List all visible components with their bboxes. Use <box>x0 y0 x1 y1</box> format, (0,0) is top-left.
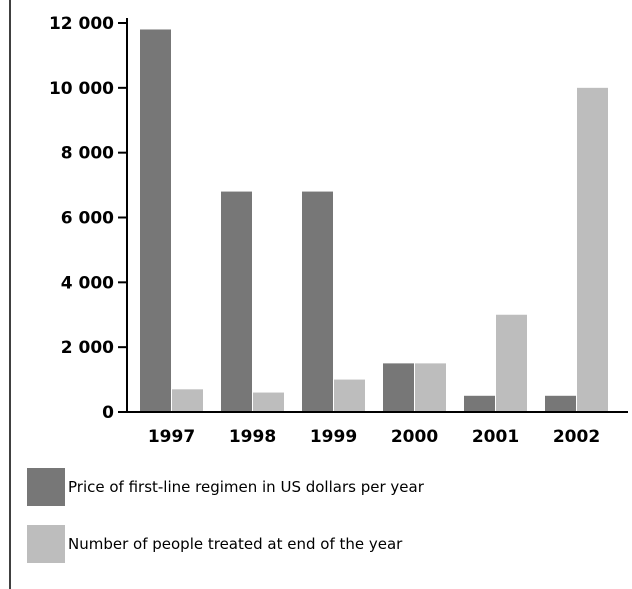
bar-people-treated-2002 <box>577 87 608 412</box>
x-tick-label: 2000 <box>391 427 438 447</box>
x-tick-label: 2001 <box>472 427 519 447</box>
bar-people-treated-2000 <box>415 363 446 412</box>
legend-swatch <box>27 468 65 506</box>
bar-people-treated-1998 <box>253 392 284 412</box>
y-tick-label: 12 000 <box>49 14 114 34</box>
x-tick-label: 1999 <box>310 427 357 447</box>
bar-price-1999 <box>302 191 333 412</box>
legend-swatch <box>27 525 65 563</box>
bar-price-2002 <box>545 395 576 412</box>
bar-price-1998 <box>221 191 252 412</box>
y-axis-ticks: 0 2 000 4 000 6 000 8 000 10 000 12 000 <box>49 14 127 423</box>
legend-label: Price of first-line regimen in US dollar… <box>68 478 425 496</box>
y-tick-label: 10 000 <box>49 79 114 99</box>
x-tick-label: 2002 <box>553 427 600 447</box>
bar-price-2000 <box>383 363 414 412</box>
y-tick-label: 8 000 <box>61 144 114 164</box>
y-tick-label: 4 000 <box>61 273 114 293</box>
bar-people-treated-1997 <box>172 389 203 412</box>
x-axis-ticks: 1997 1998 1999 2000 2001 2002 <box>148 427 600 447</box>
bar-people-treated-1999 <box>334 379 365 412</box>
bar-price-1997 <box>140 29 171 412</box>
y-tick-label: 2 000 <box>61 338 114 358</box>
bar-price-2001 <box>464 395 495 412</box>
legend-label: Number of people treated at end of the y… <box>68 535 403 553</box>
x-tick-label: 1997 <box>148 427 195 447</box>
bar-people-treated-2001 <box>496 314 527 412</box>
y-tick-label: 0 <box>102 403 114 423</box>
bars <box>140 29 608 412</box>
x-tick-label: 1998 <box>229 427 276 447</box>
legend: Price of first-line regimen in US dollar… <box>27 468 425 563</box>
y-tick-label: 6 000 <box>61 209 114 229</box>
